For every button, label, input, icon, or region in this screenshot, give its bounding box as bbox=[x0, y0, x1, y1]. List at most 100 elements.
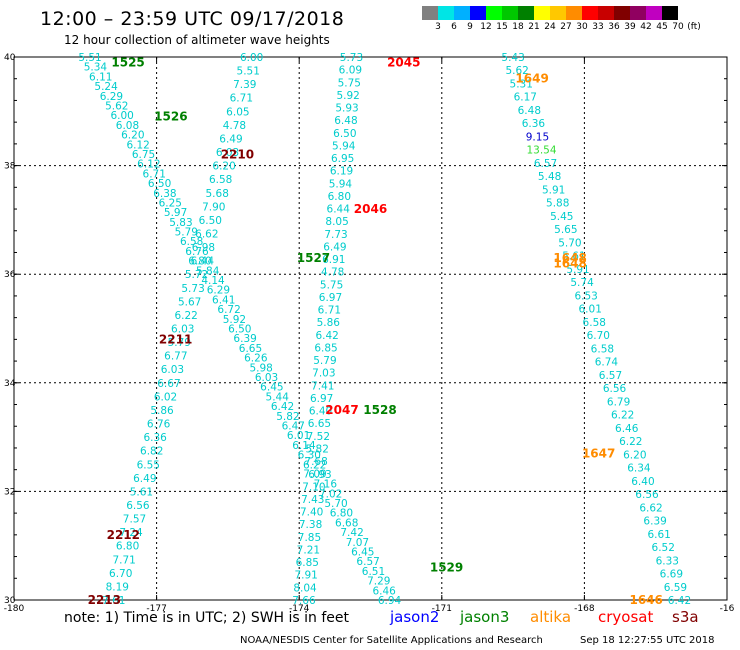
swh-value: 6.01 bbox=[287, 430, 310, 442]
scale-label: 33 bbox=[592, 22, 604, 32]
swh-value: 6.71 bbox=[318, 305, 341, 317]
swh-value: 5.44 bbox=[266, 391, 290, 403]
swh-value: 5.72 bbox=[185, 269, 208, 281]
swh-value: 6.20 bbox=[623, 449, 646, 461]
swh-value: 7.38 bbox=[299, 519, 322, 531]
swh-value: 5.51 bbox=[78, 52, 101, 64]
legend-altika: altika bbox=[530, 608, 572, 626]
scale-swatch bbox=[518, 6, 534, 20]
y-tick-label: 40 bbox=[4, 53, 16, 63]
swh-value: 5.51 bbox=[237, 66, 260, 78]
swh-value: 6.05 bbox=[226, 106, 249, 118]
swh-value: 7.90 bbox=[202, 201, 225, 213]
swh-value: 6.53 bbox=[574, 290, 597, 302]
legend-cryosat: cryosat bbox=[598, 608, 654, 626]
scale-swatch bbox=[422, 6, 438, 20]
swh-value: 5.91 bbox=[566, 264, 589, 276]
swh-value: 6.62 bbox=[639, 502, 662, 514]
swh-value: 5.75 bbox=[320, 279, 343, 291]
swh-value: 6.29 bbox=[100, 91, 123, 103]
axis-ticks: -180 -177 -174 -171 -168 -16 30 32 34 36 38 40 bbox=[4, 53, 735, 614]
swh-value: 6.12 bbox=[126, 139, 149, 151]
swh-value: 5.97 bbox=[164, 207, 187, 219]
swh-value: 5.92 bbox=[336, 90, 359, 102]
swh-value: 7.42 bbox=[340, 527, 363, 539]
swh-value: 5.73 bbox=[340, 52, 363, 64]
y-tick-label: 36 bbox=[4, 270, 16, 280]
swh-value: 5.94 bbox=[329, 178, 353, 190]
scale-swatch bbox=[662, 6, 678, 20]
swh-value: 7.71 bbox=[112, 554, 135, 566]
scale-label: 70 bbox=[672, 22, 684, 32]
swh-value: 6.00 bbox=[240, 52, 263, 64]
x-tick-label: -171 bbox=[432, 604, 452, 614]
swh-value: 5.61 bbox=[562, 251, 585, 263]
swh-value: 5.79 bbox=[313, 355, 336, 367]
swh-value: 7.91 bbox=[294, 570, 317, 582]
swh-value: 6.65 bbox=[308, 418, 331, 430]
swh-value: 7.41 bbox=[311, 380, 334, 392]
x-tick-label: -168 bbox=[574, 604, 595, 614]
plot-border bbox=[13, 56, 728, 601]
swh-value: 5.79 bbox=[168, 337, 191, 349]
x-tick-label: -174 bbox=[289, 604, 310, 614]
swh-value: 6.47 bbox=[282, 420, 305, 432]
scale-label: 30 bbox=[576, 22, 588, 32]
swh-value: 6.39 bbox=[643, 516, 666, 528]
y-tick-label: 34 bbox=[4, 379, 16, 389]
pass-label: 2046 bbox=[354, 202, 387, 216]
scale-swatch bbox=[614, 6, 630, 20]
swh-value: 6.22 bbox=[619, 436, 642, 448]
swh-value: 6.30 bbox=[298, 450, 321, 462]
swh-value: 6.56 bbox=[603, 383, 627, 395]
swh-value: 6.42 bbox=[271, 401, 294, 413]
swh-value: 13.54 bbox=[526, 145, 556, 157]
swh-value: 6.17 bbox=[514, 92, 537, 104]
data-points: 5.515.346.115.246.295.626.006.086.206.12… bbox=[78, 52, 691, 607]
swh-value: 7.39 bbox=[233, 79, 256, 91]
pass-label: 2045 bbox=[387, 55, 420, 69]
swh-value: 7.03 bbox=[312, 368, 335, 380]
swh-value: 5.86 bbox=[317, 317, 341, 329]
swh-value: 6.69 bbox=[660, 569, 683, 581]
swh-value: 6.22 bbox=[174, 310, 197, 322]
chart-frame bbox=[13, 56, 728, 601]
x-tick-label: -16 bbox=[720, 604, 735, 614]
swh-value: 6.80 bbox=[328, 191, 351, 203]
scale-label: 42 bbox=[640, 22, 652, 32]
swh-value: 6.03 bbox=[255, 372, 278, 384]
swh-value: 6.82 bbox=[140, 446, 163, 458]
swh-value: 6.22 bbox=[303, 459, 326, 471]
swh-value: 6.57 bbox=[356, 556, 379, 568]
swh-value: 6.42 bbox=[668, 595, 691, 607]
swh-value: 6.56 bbox=[126, 500, 150, 512]
footer-credit: NOAA/NESDIS Center for Satellite Applica… bbox=[240, 635, 543, 646]
swh-value: 7.16 bbox=[314, 479, 338, 491]
swh-value: 6.70 bbox=[587, 330, 610, 342]
legend-jason3: jason3 bbox=[460, 608, 510, 626]
swh-value: 5.84 bbox=[196, 265, 220, 277]
footer-timestamp: Sep 18 12:27:55 UTC 2018 bbox=[580, 635, 715, 646]
pass-label: 1525 bbox=[111, 55, 144, 69]
pass-label: 2212 bbox=[107, 528, 140, 542]
swh-value: 5.62 bbox=[505, 65, 528, 77]
swh-value: 6.29 bbox=[207, 285, 230, 297]
scale-swatch bbox=[438, 6, 454, 20]
swh-value: 6.42 bbox=[315, 330, 338, 342]
scale-label: 24 bbox=[544, 22, 556, 32]
swh-value: 6.70 bbox=[109, 568, 132, 580]
swh-value: 6.72 bbox=[217, 304, 240, 316]
scale-swatch bbox=[454, 6, 470, 20]
swh-value: 5.86 bbox=[150, 405, 174, 417]
swh-value: 5.34 bbox=[84, 62, 108, 74]
scale-label: 27 bbox=[560, 22, 572, 32]
swh-value: 8.19 bbox=[106, 581, 129, 593]
pass-label: 1646 bbox=[629, 593, 662, 607]
x-tick-label: -177 bbox=[146, 604, 166, 614]
swh-value: 6.80 bbox=[330, 508, 353, 520]
swh-value: 5.62 bbox=[105, 100, 128, 112]
swh-value: 7.66 bbox=[292, 595, 316, 607]
scale-swatch bbox=[550, 6, 566, 20]
scale-label: 12 bbox=[480, 22, 492, 32]
swh-value: 7.24 bbox=[119, 527, 143, 539]
